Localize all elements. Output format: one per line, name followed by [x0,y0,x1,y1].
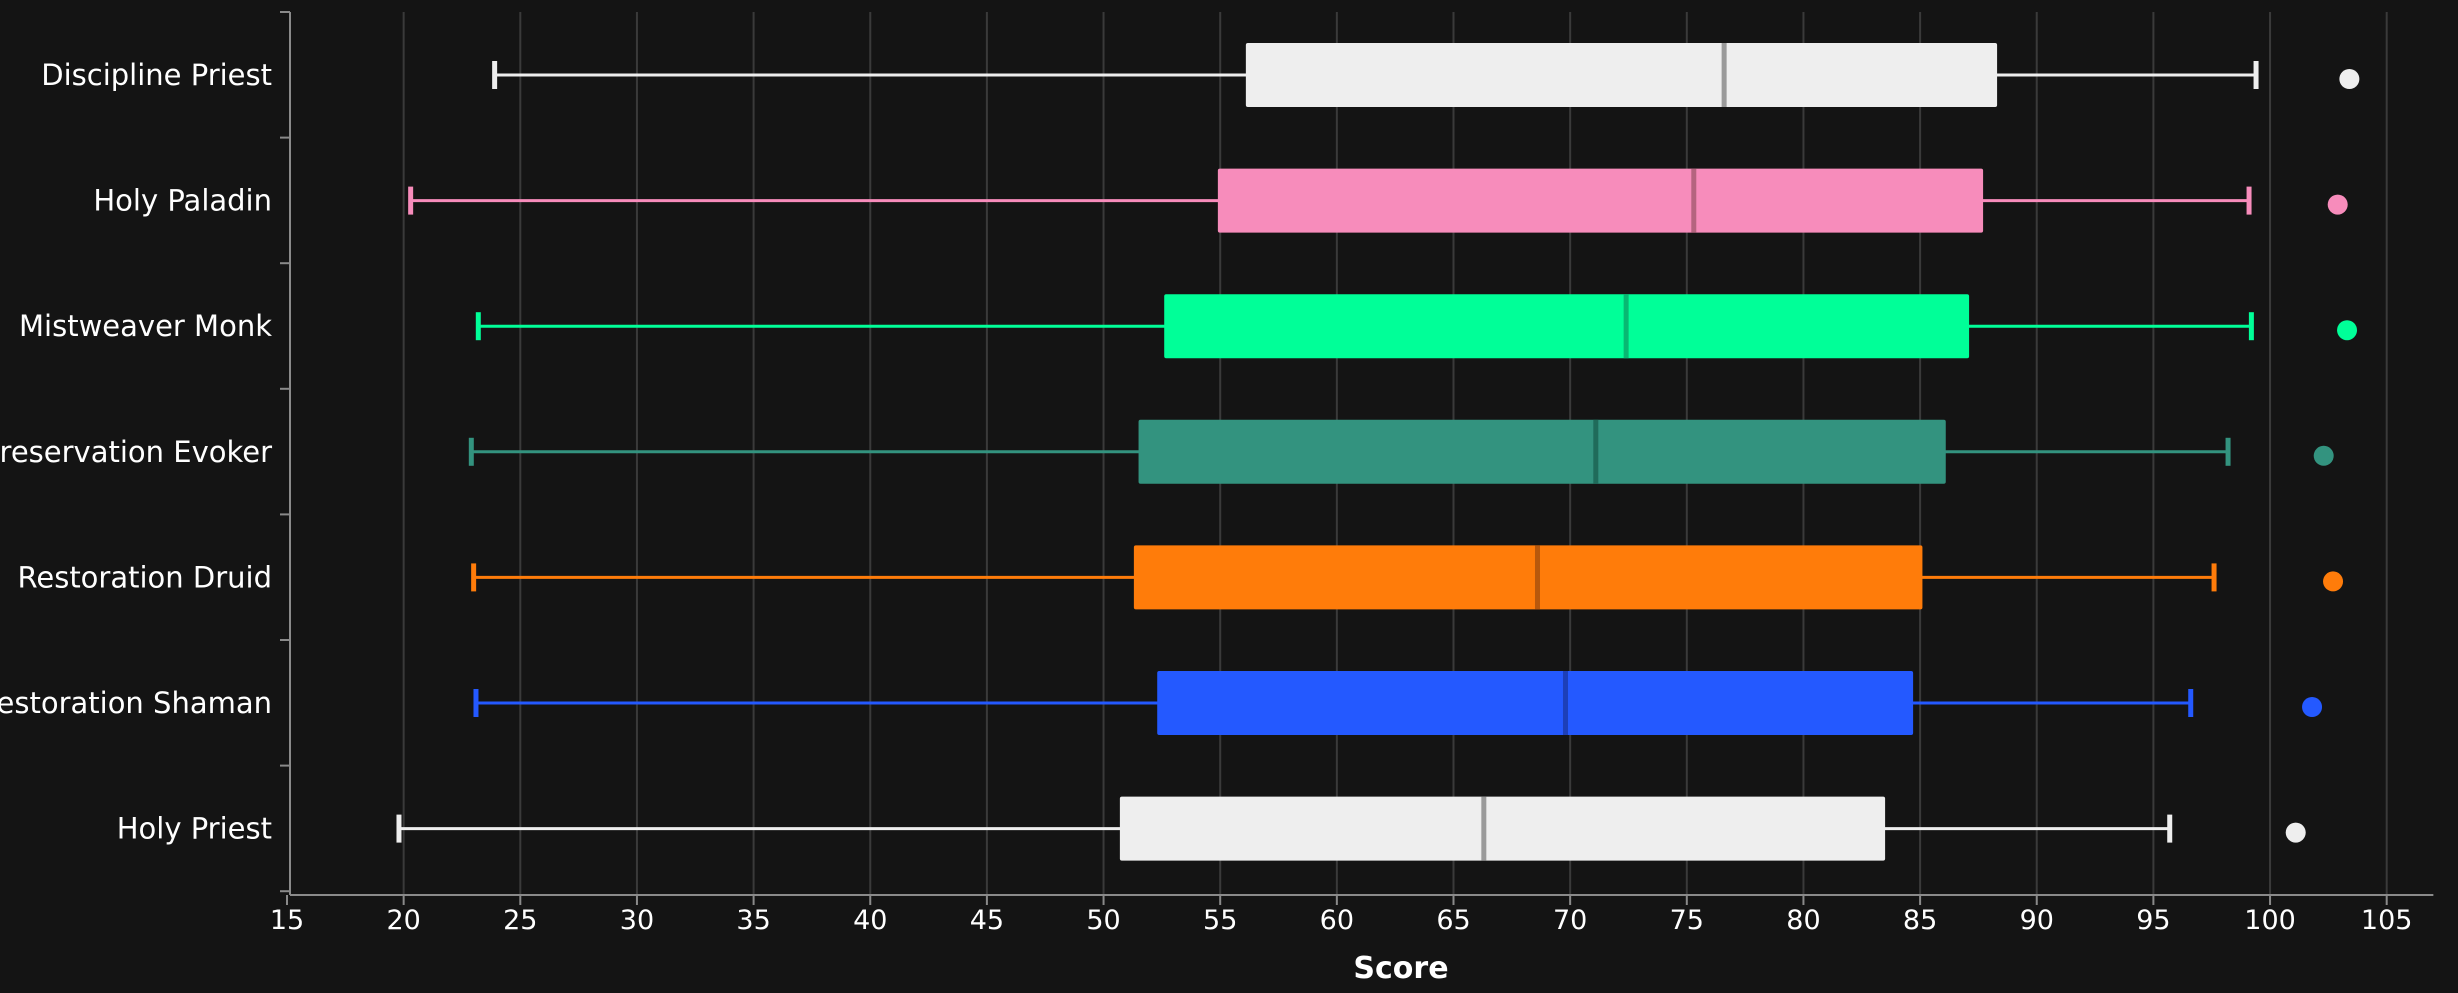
x-tick-label: 85 [1903,905,1937,936]
x-tick-label: 30 [620,905,654,936]
category-label: Restoration Druid [18,560,272,594]
outlier-point [2323,571,2344,592]
x-tick-label: 25 [503,905,537,936]
x-tick-label: 60 [1320,905,1354,936]
x-tick-label: 20 [386,905,420,936]
x-tick-label: 95 [2136,905,2170,936]
category-label: Restoration Shaman [0,686,272,720]
axes [280,11,2434,905]
x-tick-label: 45 [970,905,1004,936]
x-tick-label: 90 [2020,905,2054,936]
outlier-point [2313,445,2334,466]
iqr-box [1164,294,1970,359]
iqr-box [1133,545,1923,610]
x-tick-label: 70 [1553,905,1587,936]
x-tick-label: 55 [1203,905,1237,936]
x-tick-label: 65 [1436,905,1470,936]
iqr-box [1138,419,1946,484]
x-tick-label: 80 [1786,905,1820,936]
series-boxes [396,43,2360,861]
x-tick-label: 50 [1086,905,1120,936]
x-tick-label: 100 [2244,905,2296,936]
box-group [471,545,2344,610]
outlier-point [2285,822,2306,843]
box-group [396,796,2306,861]
category-label: Preservation Evoker [0,435,272,469]
box-group [468,419,2334,484]
outlier-point [2302,697,2323,717]
box-group [475,294,2358,359]
outlier-point [2337,320,2358,341]
x-tick-label: 75 [1670,905,1704,936]
category-label: Discipline Priest [41,58,272,92]
iqr-box [1245,43,1998,107]
labels: 15 20 25 30 35 40 45 50 55 60 65 70 75 80 85 90 95 100 105… [0,58,2412,936]
box-group [473,671,2323,735]
category-label: Mistweaver Monk [19,309,272,343]
outlier-point [2327,194,2348,215]
iqr-box [1157,671,1914,735]
category-label: Holy Priest [117,812,272,846]
box-group [408,168,2348,233]
x-axis-title: Score [1353,951,1448,986]
box-group [492,43,2360,107]
outlier-point [2339,69,2360,89]
x-tick-label: 40 [853,905,887,936]
x-tick-label: 15 [270,905,304,936]
category-label: Holy Paladin [93,184,272,218]
x-tick-label: 105 [2361,905,2413,936]
iqr-box [1119,796,1886,861]
x-tick-label: 35 [736,905,770,936]
iqr-box [1217,168,1984,233]
